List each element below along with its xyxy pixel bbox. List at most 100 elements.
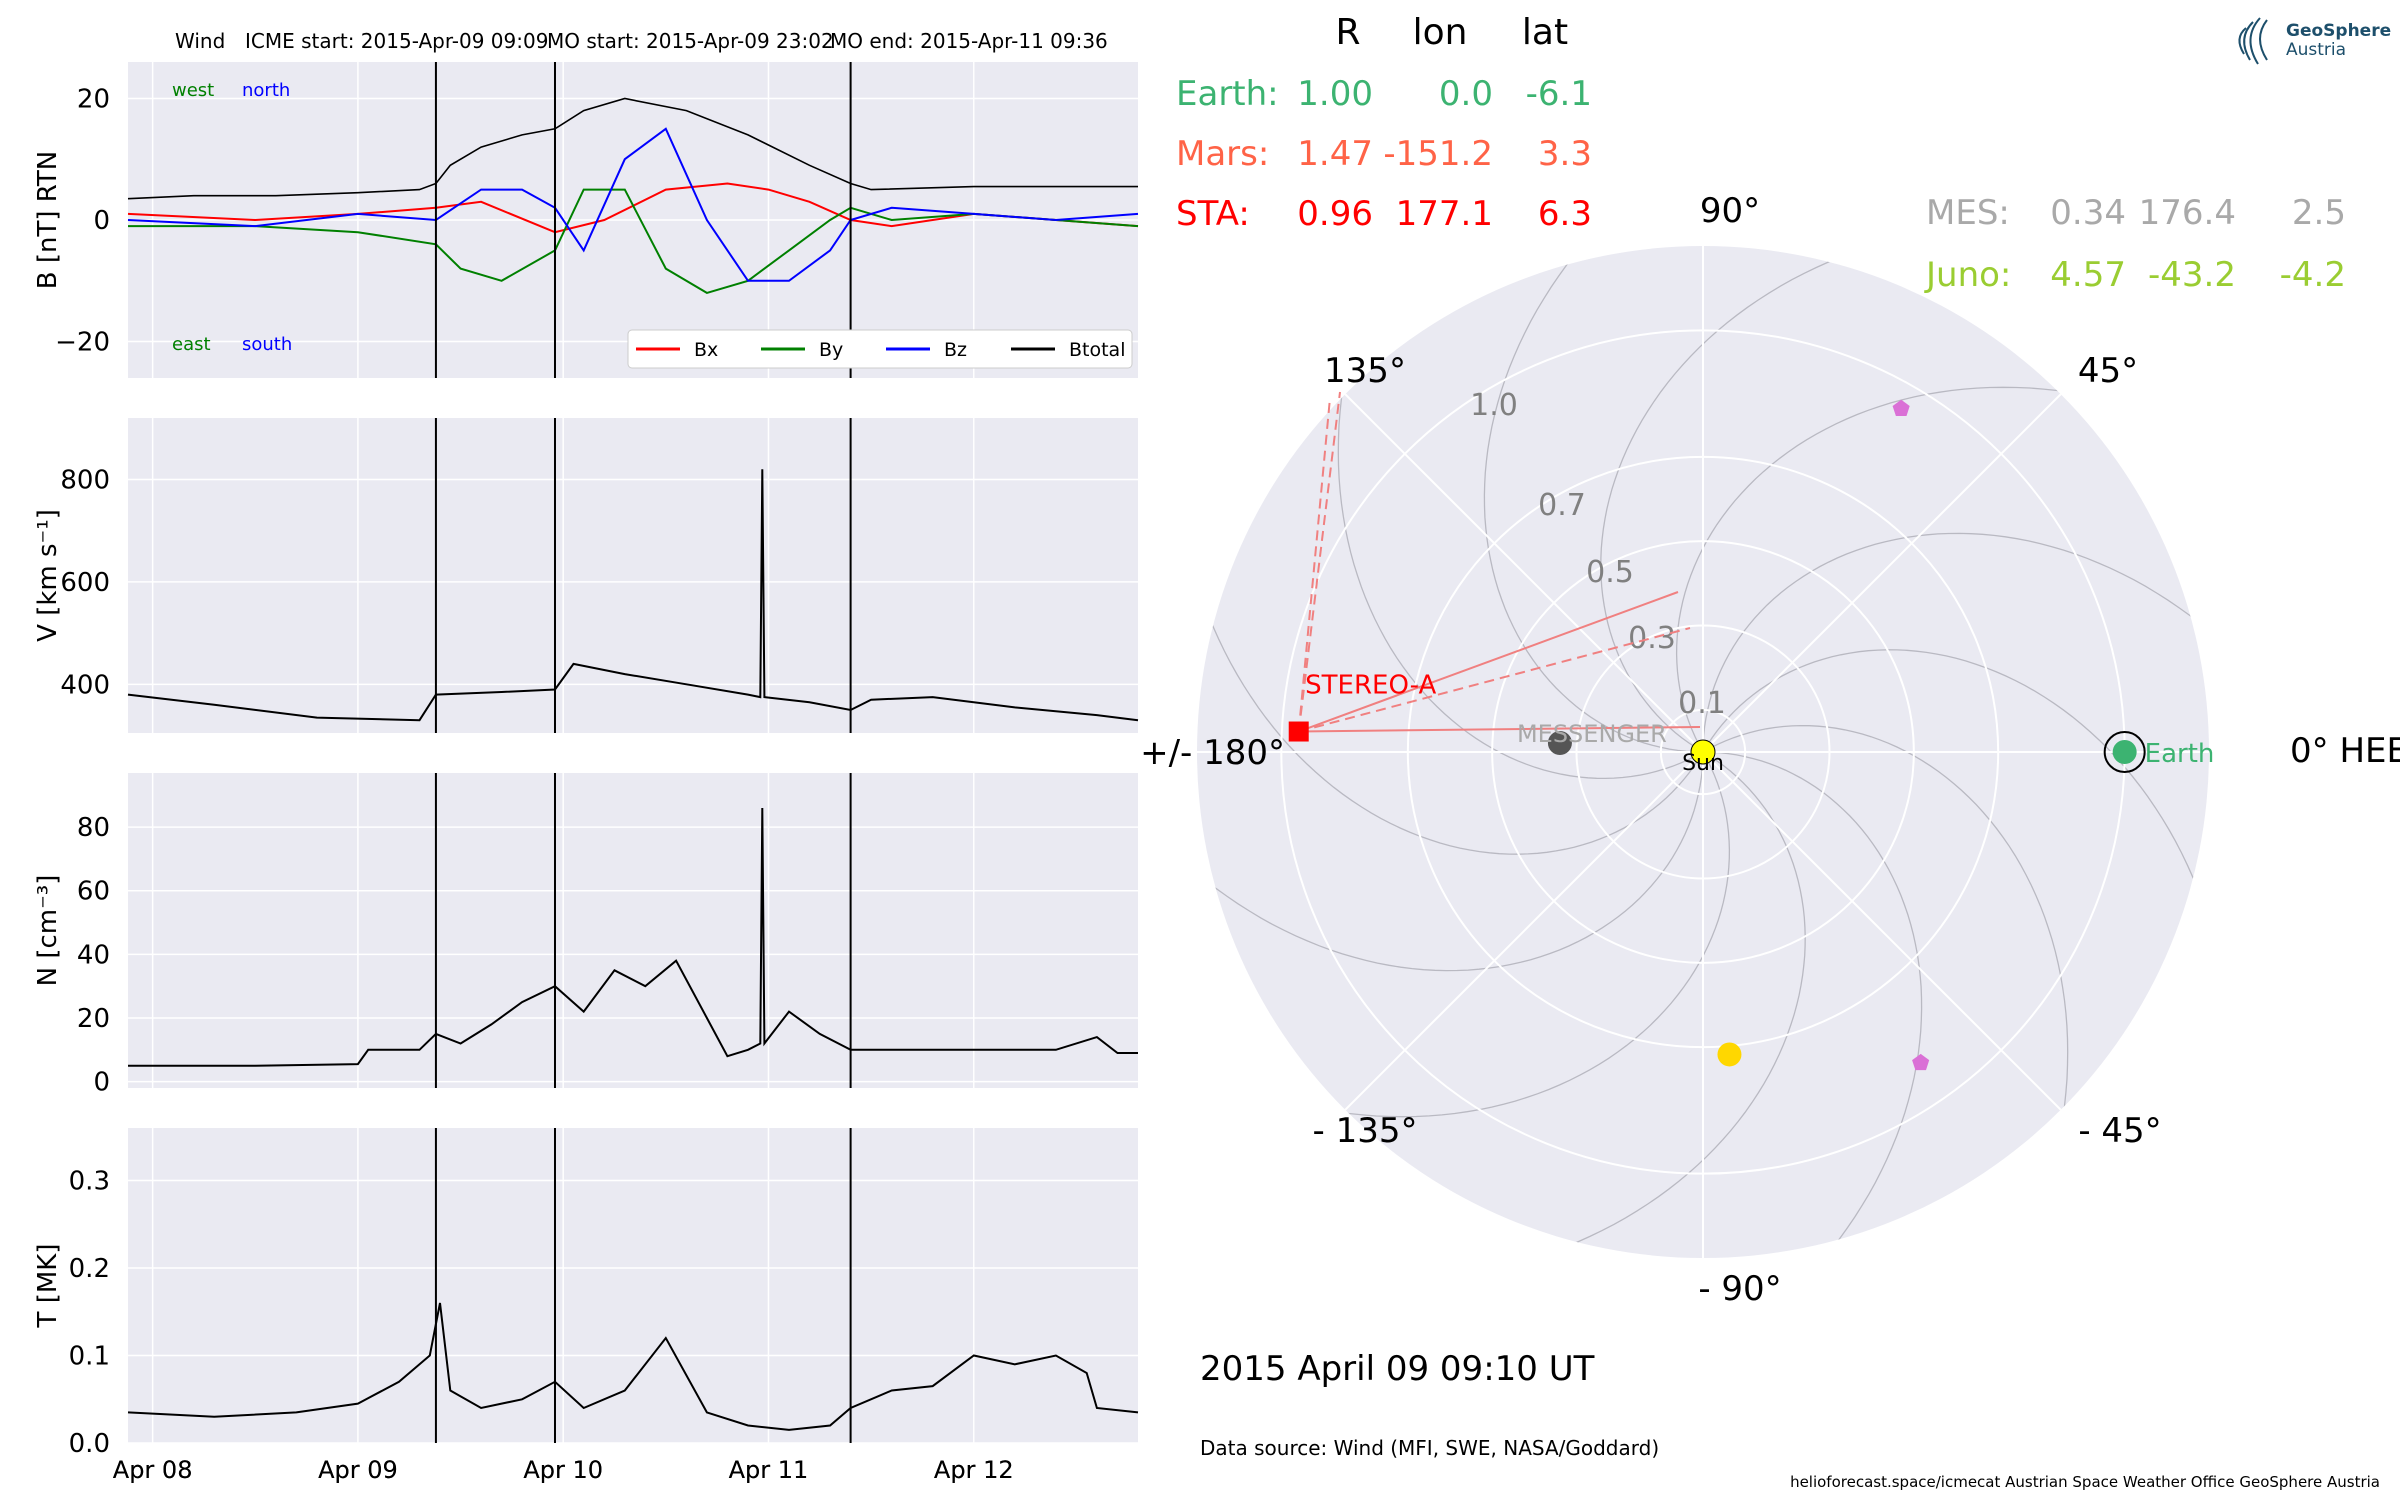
legend-label-bx: Bx <box>694 339 718 361</box>
y-tick-label: 20 <box>77 84 110 114</box>
venus-marker <box>1717 1042 1742 1067</box>
y-tick-label: 0.1 <box>69 1342 110 1372</box>
x-tick-label: Apr 09 <box>318 1456 398 1484</box>
y-tick-label: 400 <box>60 670 110 700</box>
probe-marker <box>1912 1053 1930 1071</box>
polar-grid-spoke <box>1344 751 1704 1111</box>
spiral-line <box>1251 751 1731 1118</box>
annotation-west: west <box>172 80 214 101</box>
messenger-label: MESSENGER <box>1517 720 1667 748</box>
y-axis-label: V [km s⁻¹] <box>33 509 63 642</box>
x-tick-label: Apr 10 <box>523 1456 603 1484</box>
panel-density: 0 20 40 60 80 N [cm⁻³] <box>33 773 1138 1098</box>
x-tick-label: Apr 10 <box>523 1456 603 1484</box>
table-row-r: 0.96 <box>1297 194 1373 234</box>
table-row-lat-right: -4.2 <box>2280 255 2346 295</box>
sta-line-dashed <box>1297 391 1341 732</box>
table-row-lon: 177.1 <box>1396 194 1493 234</box>
y-axis-label: T [MK] <box>33 1244 63 1329</box>
legend-label-bz: Bz <box>944 339 967 361</box>
sta-line-dashed <box>1298 627 1691 733</box>
angle-label: - 135° <box>1313 1111 1418 1151</box>
plot-area <box>128 1128 1138 1443</box>
legend: Bx By Bz Btotal <box>627 329 1133 369</box>
y-tick-label: 40 <box>77 940 110 970</box>
table-row-lat: -6.1 <box>1526 74 1592 114</box>
spiral-line <box>1481 751 1806 1258</box>
series-line-v <box>127 469 1139 722</box>
spiral-line <box>1337 300 1704 780</box>
table-row-r-right: 4.57 <box>2050 255 2126 295</box>
spiral-line <box>1702 649 2209 974</box>
header-mo-end: MO end: 2015-Apr-11 09:36 <box>830 29 1108 53</box>
header-icme-start: ICME start: 2015-Apr-09 09:09 <box>245 29 548 53</box>
table-row-name: STA: <box>1176 194 1250 234</box>
stereo-a-lines <box>1297 391 1701 733</box>
sun-label: Sun <box>1682 751 1724 776</box>
spiral-line <box>1197 751 1704 972</box>
y-tick-label: 0 <box>93 206 110 236</box>
r-tick-label: 0.1 <box>1678 686 1726 721</box>
table-row-name-right: Juno: <box>1924 255 2011 295</box>
table-header-lat: lat <box>1522 12 1568 53</box>
table-row-lon-right: 176.4 <box>2139 193 2236 233</box>
logo-swirl-icon <box>2238 17 2268 65</box>
spiral-line <box>1483 246 1704 753</box>
series-line-btotal <box>127 97 1138 200</box>
panel-speed: 400 600 800 V [km s⁻¹] <box>33 418 1139 733</box>
r-tick-label: 0.7 <box>1538 488 1586 523</box>
sun-marker <box>1690 739 1716 765</box>
angle-label: - 90° <box>1698 1269 1781 1309</box>
r-tick-label: 1.0 <box>1470 388 1518 423</box>
y-tick-label: −20 <box>55 328 110 358</box>
table-row-lat: 6.3 <box>1538 194 1592 234</box>
y-tick-label: 600 <box>60 568 110 598</box>
series-line-n <box>128 807 1138 1067</box>
earth-label: Earth <box>2145 739 2215 769</box>
table-row-r: 1.47 <box>1297 134 1373 174</box>
r-tick-label: 0.5 <box>1586 555 1634 590</box>
spiral-line <box>1702 724 2069 1204</box>
earth-ring <box>2103 731 2146 773</box>
table-row-lon-right: -43.2 <box>2148 255 2236 295</box>
table-row-lon: 0.0 <box>1439 74 1493 114</box>
header-mo-start: MO start: 2015-Apr-09 23:02 <box>547 29 834 53</box>
stereo-a-marker <box>1288 721 1309 742</box>
legend-label-btotal: Btotal <box>1069 339 1125 361</box>
y-tick-label: 0.3 <box>69 1167 110 1197</box>
table-header-lon: lon <box>1413 12 1468 53</box>
plot-area <box>128 773 1138 1088</box>
table-row-lat: 3.3 <box>1538 134 1592 174</box>
polar-grid-spoke <box>1344 393 1704 753</box>
stereo-a-label: STEREO-A <box>1305 671 1436 701</box>
polar-grid-spoke <box>1702 393 2062 753</box>
positions-table: R lon lat Earth: 1.00 0.0 -6.1 Mars: 1.47 -151… <box>1176 12 2346 295</box>
spiral-line <box>1600 246 1925 753</box>
plot-area <box>128 418 1138 733</box>
legend-box <box>627 329 1133 369</box>
angle-label: 45° <box>2078 351 2138 391</box>
x-tick-label: Apr 08 <box>113 1456 193 1484</box>
r-tick-label: 0.3 <box>1628 621 1676 656</box>
y-axis-label: N [cm⁻³] <box>33 875 63 987</box>
angle-label: 0° HEEQ <box>2290 731 2400 771</box>
table-row-lat-right: 2.5 <box>2292 193 2346 233</box>
table-row-name: Mars: <box>1176 134 1269 174</box>
angle-label: +/- 180° <box>1140 733 1285 773</box>
sta-line-solid <box>1298 726 1701 733</box>
angle-label: 135° <box>1324 351 1406 391</box>
sta-line-dashed <box>1297 397 1331 732</box>
table-row-r: 1.00 <box>1297 74 1373 114</box>
spiral-line <box>1702 751 1923 1258</box>
x-tick-label: Apr 11 <box>729 1456 809 1484</box>
annotation-east: east <box>172 334 211 355</box>
table-row-name-right: MES: <box>1926 193 2010 233</box>
table-row-lon: -151.2 <box>1383 134 1493 174</box>
sta-line-solid <box>1298 591 1679 733</box>
y-tick-label: 0.0 <box>69 1429 110 1459</box>
spiral-lines <box>1197 246 2209 1258</box>
messenger-marker <box>1547 730 1572 755</box>
footer-source: Data source: Wind (MFI, SWE, NASA/Goddar… <box>1200 1436 1659 1460</box>
y-tick-label: 0.2 <box>69 1254 110 1284</box>
